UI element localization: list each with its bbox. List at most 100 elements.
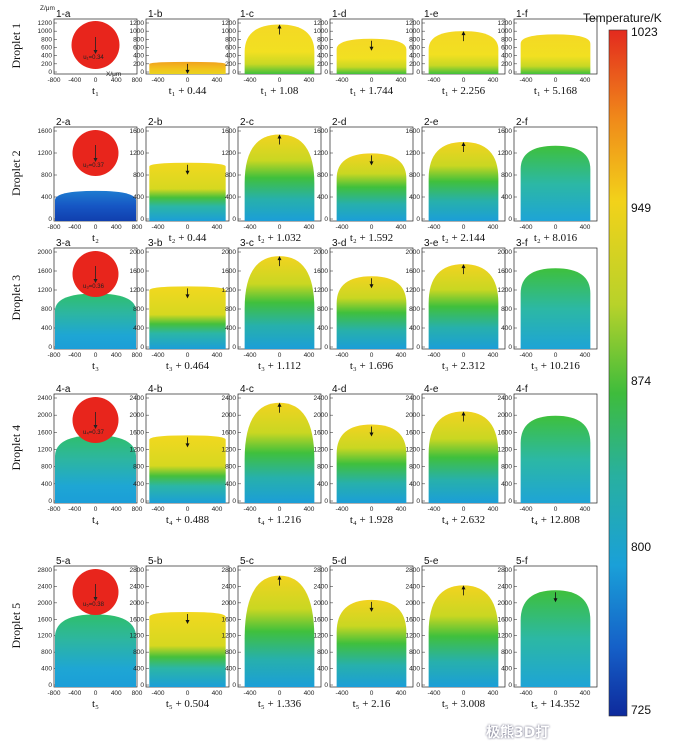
time-caption: t₄ + 12.808: [531, 514, 580, 526]
motion-arrowhead: [185, 170, 190, 175]
y-tick-label: 0: [48, 682, 52, 689]
y-tick-label: 1600: [222, 616, 237, 623]
x-tick-label: -400: [519, 690, 532, 697]
y-tick-label: 800: [133, 172, 144, 179]
x-tick-label: -800: [47, 690, 60, 697]
y-tick-label: 800: [133, 36, 144, 43]
panel-label: 3-f: [516, 238, 528, 249]
y-tick-label: 1200: [498, 150, 513, 157]
panel-label: 5-f: [516, 556, 528, 567]
x-tick-label: -400: [68, 352, 81, 359]
y-tick-label: 0: [232, 344, 236, 351]
time-caption: t₂ + 8.016: [534, 232, 578, 244]
y-tick-label: 200: [41, 61, 52, 68]
y-tick-label: 2800: [498, 567, 513, 574]
y-tick-label: 1200: [498, 287, 513, 294]
panel-label: 1-a: [56, 9, 71, 20]
time-caption: t₂ + 1.592: [350, 232, 393, 244]
y-tick-label: 1200: [222, 287, 237, 294]
x-tick-label: -400: [335, 352, 348, 359]
x-tick-label: 0: [370, 77, 374, 84]
velocity-arrowhead: [93, 50, 98, 54]
y-tick-label: 0: [416, 69, 420, 76]
y-tick-label: 200: [409, 61, 420, 68]
y-tick-label: 1600: [406, 616, 421, 623]
x-tick-label: 400: [304, 690, 315, 697]
y-tick-label: 0: [232, 69, 236, 76]
x-tick-label: 0: [186, 77, 190, 84]
y-tick-label: 2400: [38, 395, 53, 402]
y-tick-label: 600: [317, 45, 328, 52]
y-tick-label: 2400: [222, 583, 237, 590]
y-tick-label: 1200: [130, 287, 145, 294]
y-tick-label: 1600: [406, 429, 421, 436]
y-tick-label: 1200: [406, 287, 421, 294]
x-tick-label: -400: [151, 690, 164, 697]
y-tick-label: 2400: [314, 395, 329, 402]
x-tick-label: 0: [554, 506, 558, 513]
panel-label: 3-d: [332, 238, 346, 249]
panel-label: 3-b: [148, 238, 163, 249]
deposit-body: [55, 190, 136, 221]
panel-label: 5-b: [148, 556, 163, 567]
x-tick-label: 400: [304, 224, 315, 231]
y-tick-label: 2000: [314, 249, 329, 256]
x-tick-label: 400: [580, 690, 591, 697]
y-tick-label: 0: [232, 216, 236, 223]
y-tick-label: 1200: [498, 633, 513, 640]
velocity-label: u₃=0.36: [83, 284, 105, 290]
x-tick-label: 0: [462, 77, 466, 84]
x-tick-label: 800: [132, 352, 143, 359]
time-caption: t₃ + 0.464: [166, 360, 210, 372]
y-tick-label: 1600: [38, 429, 53, 436]
velocity-arrowhead: [93, 158, 98, 162]
droplet-body: [244, 256, 315, 349]
x-tick-label: 0: [554, 690, 558, 697]
y-tick-label: 1200: [38, 287, 53, 294]
x-tick-label: 400: [580, 352, 591, 359]
velocity-label: u₄=0.37: [83, 430, 105, 436]
time-caption: t₄ + 2.632: [442, 514, 485, 526]
x-tick-label: 400: [396, 506, 407, 513]
y-tick-label: 400: [409, 53, 420, 60]
time-caption: t₁ + 1.08: [261, 85, 299, 97]
y-tick-label: 800: [225, 306, 236, 313]
panel-label: 2-a: [56, 117, 71, 128]
y-tick-label: 800: [41, 306, 52, 313]
panel-label: 2-f: [516, 117, 528, 128]
x-tick-label: 400: [488, 506, 499, 513]
time-caption: t₄ + 0.488: [166, 514, 210, 526]
y-tick-label: 2400: [498, 395, 513, 402]
motion-arrowhead: [461, 585, 466, 590]
panel-label: 3-a: [56, 238, 71, 249]
droplet-body: [336, 599, 407, 687]
time-caption: t₃ + 10.216: [531, 360, 580, 372]
y-tick-label: 1200: [406, 447, 421, 454]
y-tick-label: 1200: [314, 150, 329, 157]
y-tick-label: 0: [324, 498, 328, 505]
deposit-body: [55, 435, 136, 503]
y-tick-label: 800: [41, 36, 52, 43]
panel-label: 1-e: [424, 9, 439, 20]
x-tick-label: 400: [212, 77, 223, 84]
x-tick-label: -400: [243, 352, 256, 359]
y-tick-label: 2000: [130, 600, 145, 607]
time-caption: t₅ + 2.16: [353, 698, 391, 710]
x-tick-label: 0: [462, 352, 466, 359]
y-tick-label: 1600: [38, 268, 53, 275]
x-tick-label: 400: [580, 224, 591, 231]
velocity-label: u₅=0.38: [83, 602, 105, 608]
colorbar-tick-800: 800: [631, 540, 652, 554]
y-tick-label: 0: [416, 344, 420, 351]
row-label: Droplet 4: [9, 425, 23, 471]
x-tick-label: -400: [243, 690, 256, 697]
x-tick-label: 400: [396, 352, 407, 359]
x-tick-label: 400: [111, 506, 122, 513]
x-tick-label: 800: [132, 506, 143, 513]
